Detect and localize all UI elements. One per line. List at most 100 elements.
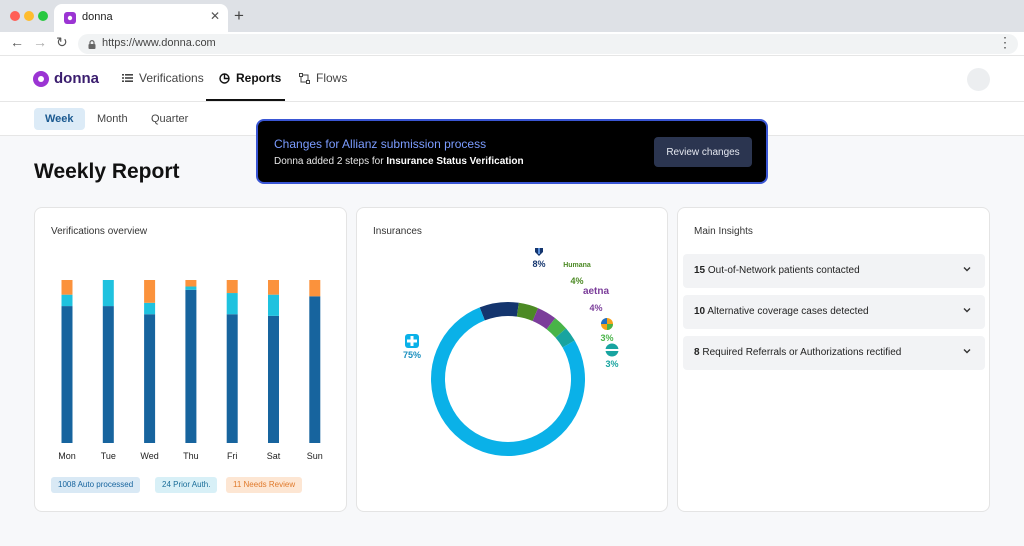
chevron-down-icon xyxy=(963,267,971,272)
app-logo-text[interactable]: donna xyxy=(54,70,99,87)
browser-tab-bar: donna ✕ + xyxy=(0,0,1024,32)
url-field[interactable]: https://www.donna.com xyxy=(78,34,1018,54)
insurances-card: Insurances 75% 8% Humana 4% aetna 4% 3% 3% xyxy=(356,207,668,512)
notification-message-bold: Insurance Status Verification xyxy=(386,156,524,167)
insight-alternative-coverage[interactable]: 10 Alternative coverage cases detected xyxy=(683,295,985,329)
slice-percent-label: 4% xyxy=(589,303,602,313)
flow-icon xyxy=(299,72,310,84)
bar-wed-series-0 xyxy=(144,314,156,443)
verifications-bar-chart: Mon Tue Wed Thu Fri Sat Sun xyxy=(58,280,323,461)
insurer-logo-text: Humana xyxy=(563,262,591,269)
bar-sat-series-1 xyxy=(268,294,279,316)
verifications-title: Verifications overview xyxy=(51,226,148,237)
x-tick-label: Wed xyxy=(140,451,158,461)
slice-percent-label: 4% xyxy=(570,276,583,286)
maximize-window-dot[interactable] xyxy=(38,11,48,21)
bluecross-icon xyxy=(405,334,419,348)
insight-label: Alternative coverage cases detected xyxy=(707,306,869,317)
minimize-window-dot[interactable] xyxy=(24,11,34,21)
browser-menu-icon[interactable]: ⋮ xyxy=(998,34,1012,50)
slice-0 xyxy=(431,307,585,456)
bar-thu-series-0 xyxy=(185,289,197,443)
bar-sun-series-2 xyxy=(309,280,321,297)
x-tick-label: Thu xyxy=(183,451,199,461)
browser-tab[interactable]: donna ✕ xyxy=(54,4,228,32)
address-bar-row: ← → ↻ https://www.donna.com ⋮ xyxy=(0,32,1024,56)
app-header: donna Verifications Reports Flows xyxy=(0,56,1024,102)
bar-thu-series-2 xyxy=(185,280,197,287)
forward-icon[interactable]: → xyxy=(33,34,47,50)
pie-chart-icon xyxy=(219,72,230,84)
bar-wed-series-2 xyxy=(144,280,156,303)
bar-wed-series-1 xyxy=(144,302,156,315)
insight-label: Required Referrals or Authorizations rec… xyxy=(702,347,902,358)
bar-tue-series-0 xyxy=(102,306,114,443)
bar-mon-series-1 xyxy=(61,294,73,307)
donna-favicon-icon xyxy=(64,12,76,24)
slice-5 xyxy=(555,328,575,348)
chevron-down-icon xyxy=(963,349,971,354)
slice-4 xyxy=(546,318,567,338)
avatar[interactable] xyxy=(967,68,990,91)
insurances-title: Insurances xyxy=(373,226,422,237)
insight-count: 8 xyxy=(694,347,700,358)
tab-month[interactable]: Month xyxy=(97,113,128,125)
notification-title: Changes for Allianz submission process xyxy=(274,137,487,151)
bar-sun-series-0 xyxy=(309,296,321,443)
bar-tue-series-1 xyxy=(102,280,114,307)
x-tick-label: Sun xyxy=(307,451,323,461)
legend-auto-processed: 1008 Auto processed xyxy=(51,477,141,493)
notification-message-prefix: Donna added 2 steps for xyxy=(274,156,387,167)
notification-toast: Changes for Allianz submission process D… xyxy=(256,119,768,184)
close-tab-icon[interactable]: ✕ xyxy=(209,9,220,23)
slice-3 xyxy=(532,308,556,330)
verifications-card: Verifications overview Mon Tue Wed Thu Fri Sa… xyxy=(34,207,347,512)
nav-flows-label: Flows xyxy=(316,71,348,85)
new-tab-icon[interactable]: + xyxy=(234,6,244,25)
x-tick-label: Fri xyxy=(227,451,238,461)
lock-icon xyxy=(88,40,96,49)
chevron-down-icon xyxy=(963,308,971,313)
close-window-dot[interactable] xyxy=(10,11,20,21)
shield-icon xyxy=(535,248,543,256)
bar-mon-series-0 xyxy=(61,306,73,443)
multicolor-icon xyxy=(601,318,613,330)
page-title: Weekly Report xyxy=(34,160,180,183)
bar-sat-series-2 xyxy=(268,280,279,295)
slice-percent-label: 3% xyxy=(605,359,618,369)
url-text: https://www.donna.com xyxy=(102,37,216,49)
x-tick-label: Mon xyxy=(58,451,76,461)
slice-percent-label: 3% xyxy=(600,333,613,343)
bar-fri-series-1 xyxy=(226,293,238,315)
bar-thu-series-1 xyxy=(185,286,197,290)
insight-count: 10 xyxy=(694,306,706,317)
nav-reports[interactable]: Reports xyxy=(219,71,281,85)
notification-message: Donna added 2 steps for Insurance Status… xyxy=(274,156,524,167)
bar-sat-series-0 xyxy=(268,315,279,443)
globe-icon xyxy=(605,343,619,357)
insights-card: Main Insights 15 Out-of-Network patients… xyxy=(677,207,990,512)
donna-logo-icon xyxy=(33,71,49,87)
x-tick-label: Sat xyxy=(267,451,281,461)
insight-referrals[interactable]: 8 Required Referrals or Authorizations r… xyxy=(683,336,985,370)
insights-title: Main Insights xyxy=(694,226,753,237)
legend-prior-auth: 24 Prior Auth. xyxy=(155,477,218,493)
bar-fri-series-0 xyxy=(226,314,238,443)
slice-percent-label: 75% xyxy=(403,350,421,360)
review-changes-button[interactable]: Review changes xyxy=(654,137,752,167)
tab-title: donna xyxy=(82,11,113,23)
reload-icon[interactable]: ↻ xyxy=(56,34,68,50)
nav-flows[interactable]: Flows xyxy=(299,71,347,85)
nav-reports-label: Reports xyxy=(236,71,282,85)
tab-quarter[interactable]: Quarter xyxy=(151,113,189,125)
list-icon xyxy=(122,74,133,82)
insight-out-of-network[interactable]: 15 Out-of-Network patients contacted xyxy=(683,254,985,288)
nav-verifications[interactable]: Verifications xyxy=(122,71,204,85)
back-icon[interactable]: ← xyxy=(10,34,24,50)
insight-count: 15 xyxy=(694,265,706,276)
x-tick-label: Tue xyxy=(101,451,116,461)
tab-week[interactable]: Week xyxy=(34,108,85,130)
insight-label: Out-of-Network patients contacted xyxy=(707,265,860,276)
bar-mon-series-2 xyxy=(61,280,73,295)
